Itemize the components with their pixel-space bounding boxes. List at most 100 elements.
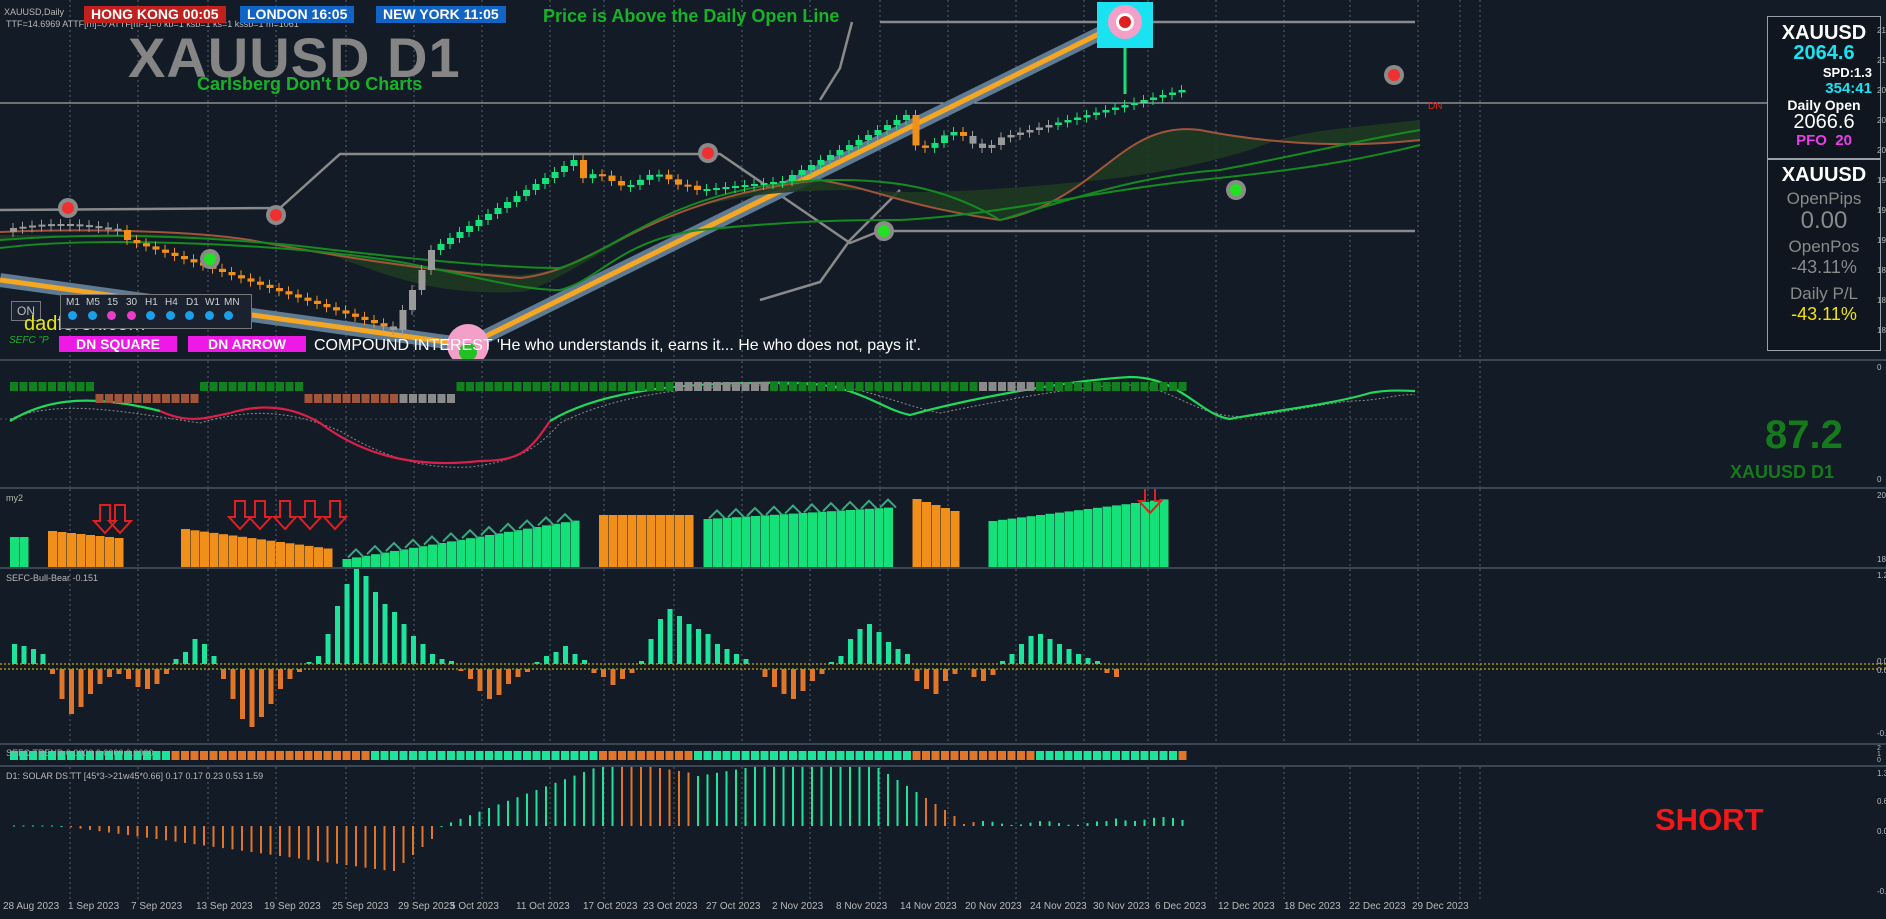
my2-bar bbox=[1131, 503, 1140, 567]
trend-square bbox=[684, 751, 693, 760]
my2-bar bbox=[181, 529, 190, 567]
tf-label-mn[interactable]: MN bbox=[224, 297, 240, 308]
dn-arrow-button[interactable]: DN ARROW bbox=[188, 336, 306, 352]
y-label: 21 bbox=[1877, 56, 1886, 65]
bear-bar bbox=[791, 669, 796, 699]
trend-block bbox=[1045, 382, 1054, 391]
tf-label-w1[interactable]: W1 bbox=[205, 297, 220, 308]
solar-bar bbox=[345, 826, 348, 865]
trend-block bbox=[580, 382, 588, 391]
ma-line-green bbox=[0, 129, 1421, 270]
bull-bar bbox=[344, 584, 350, 664]
solar-bar bbox=[279, 826, 281, 856]
bear-bar bbox=[468, 669, 473, 679]
my2-bar bbox=[437, 543, 447, 567]
tf-label-m1[interactable]: M1 bbox=[66, 297, 80, 308]
tf-label-m5[interactable]: M5 bbox=[86, 297, 100, 308]
trend-square bbox=[285, 751, 294, 760]
tf-label-h4[interactable]: H4 bbox=[165, 297, 178, 308]
trend-block bbox=[342, 394, 351, 403]
solar-bar bbox=[526, 793, 528, 826]
solar-bar bbox=[288, 826, 291, 858]
trend-block bbox=[437, 394, 446, 403]
y-label: 0.0 bbox=[1877, 657, 1886, 666]
solar-bar bbox=[621, 767, 623, 826]
candle-body bbox=[789, 175, 796, 181]
trend-square bbox=[1064, 751, 1073, 760]
bull-bar bbox=[1047, 639, 1053, 664]
oscillator-pane[interactable]: 87.2 XAUUSD D1 0 0 bbox=[0, 361, 1886, 487]
solar-bar bbox=[41, 825, 44, 827]
my2-bar bbox=[998, 519, 1007, 567]
trend-square bbox=[238, 751, 246, 760]
solar-bar bbox=[431, 826, 433, 839]
trend-square bbox=[1074, 751, 1082, 760]
trend-block bbox=[1007, 382, 1016, 391]
pane-separator[interactable] bbox=[0, 765, 1886, 767]
pane-separator[interactable] bbox=[0, 359, 1886, 361]
solar-bar bbox=[630, 767, 633, 826]
price-pane[interactable]: XAUUSD,Daily TTF=14.6969 ATTF[m]=0 ATTF[… bbox=[0, 0, 1886, 360]
solar-bar bbox=[1181, 819, 1184, 826]
pane-separator[interactable] bbox=[0, 567, 1886, 569]
solar-bar bbox=[611, 767, 614, 826]
candle-body bbox=[257, 281, 264, 285]
trend-pane[interactable]: SEFC TREND 0.0000 0.0000 0.0000 2 1 0 bbox=[0, 745, 1886, 765]
my2-bar bbox=[703, 519, 713, 567]
my2-bar bbox=[865, 508, 874, 567]
y-label: 1.3 bbox=[1877, 769, 1886, 778]
solar-bar bbox=[1086, 823, 1089, 826]
bear-bar bbox=[126, 669, 131, 679]
solar-bar bbox=[70, 826, 72, 828]
trend-square bbox=[67, 751, 75, 760]
my2-pane[interactable]: my2 20 18 bbox=[0, 489, 1886, 567]
candle-body bbox=[1074, 117, 1081, 120]
bear-bar bbox=[971, 669, 977, 677]
candle-body bbox=[1083, 115, 1091, 118]
solar-bar bbox=[402, 826, 405, 863]
bear-bar bbox=[810, 669, 815, 681]
dn-arrow-icon bbox=[91, 504, 119, 535]
bear-bar bbox=[107, 669, 112, 677]
tf-label-h1[interactable]: H1 bbox=[145, 297, 158, 308]
x-axis-label: 14 Nov 2023 bbox=[900, 901, 957, 912]
bull-bar bbox=[420, 644, 426, 664]
bull-bar bbox=[411, 636, 416, 664]
bull-bear-pane[interactable]: SEFC-Bull-Bear -0.151 1.2 0.0 0.0 -0.9 bbox=[0, 569, 1886, 743]
x-axis-label: 1 Sep 2023 bbox=[68, 901, 120, 912]
pane-separator[interactable] bbox=[0, 487, 1886, 489]
trend-block bbox=[836, 382, 845, 391]
my2-bar bbox=[209, 532, 219, 567]
candle-body bbox=[561, 166, 568, 172]
solar-pane[interactable]: D1: SOLAR DS TT [45*3->21w45*0.66] 0.17 … bbox=[0, 767, 1886, 901]
candle-body bbox=[941, 135, 948, 144]
bear-bar bbox=[819, 669, 825, 674]
trend-block bbox=[95, 394, 104, 403]
solar-bar bbox=[820, 767, 823, 826]
tf-label-30[interactable]: 30 bbox=[126, 297, 138, 308]
dn-square-button[interactable]: DN SQUARE bbox=[59, 336, 177, 352]
up-chevron-icon bbox=[442, 531, 460, 543]
candle-body bbox=[10, 228, 17, 232]
solar-bar bbox=[573, 775, 576, 826]
tf-label-15[interactable]: 15 bbox=[107, 297, 119, 308]
bear-bar bbox=[278, 669, 283, 689]
up-chevron-icon bbox=[537, 515, 555, 527]
bull-bar bbox=[21, 646, 27, 664]
clock-hong-kong: HONG KONG 00:05 bbox=[84, 6, 226, 23]
trend-block bbox=[494, 382, 503, 391]
trend-square bbox=[960, 751, 968, 760]
my2-bar bbox=[874, 508, 884, 567]
trend-block bbox=[770, 382, 778, 391]
on-button[interactable]: ON bbox=[11, 301, 41, 321]
pane-separator[interactable] bbox=[0, 743, 1886, 745]
tf-label-d1[interactable]: D1 bbox=[186, 297, 199, 308]
candle-body bbox=[1102, 110, 1110, 113]
solar-bar bbox=[98, 826, 101, 832]
bull-bar bbox=[183, 652, 188, 664]
trend-square bbox=[57, 751, 66, 760]
solar-bar bbox=[146, 826, 148, 838]
x-axis-label: 13 Sep 2023 bbox=[196, 901, 253, 912]
trend-block bbox=[903, 382, 911, 391]
trend-square bbox=[143, 751, 151, 760]
